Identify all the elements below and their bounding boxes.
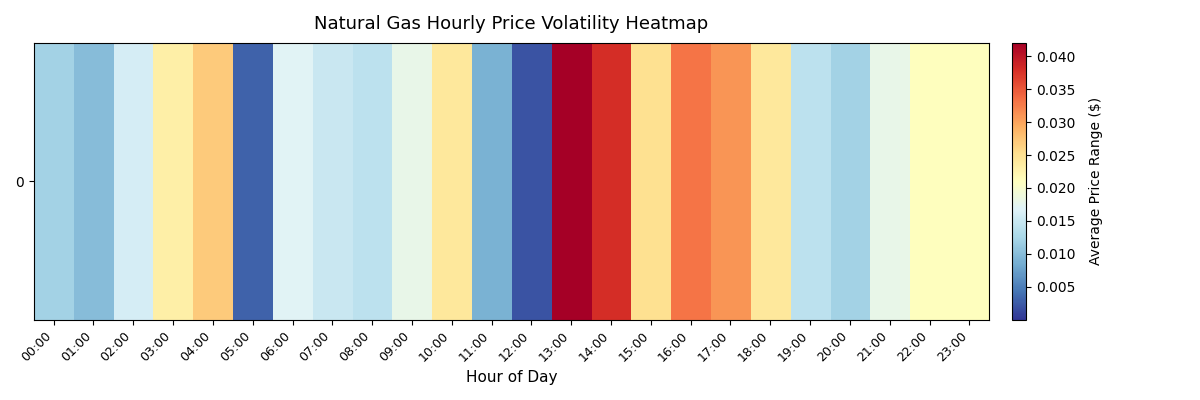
Title: Natural Gas Hourly Price Volatility Heatmap: Natural Gas Hourly Price Volatility Heat… (314, 15, 709, 33)
X-axis label: Hour of Day: Hour of Day (466, 370, 557, 385)
Y-axis label: Average Price Range ($): Average Price Range ($) (1090, 97, 1103, 266)
